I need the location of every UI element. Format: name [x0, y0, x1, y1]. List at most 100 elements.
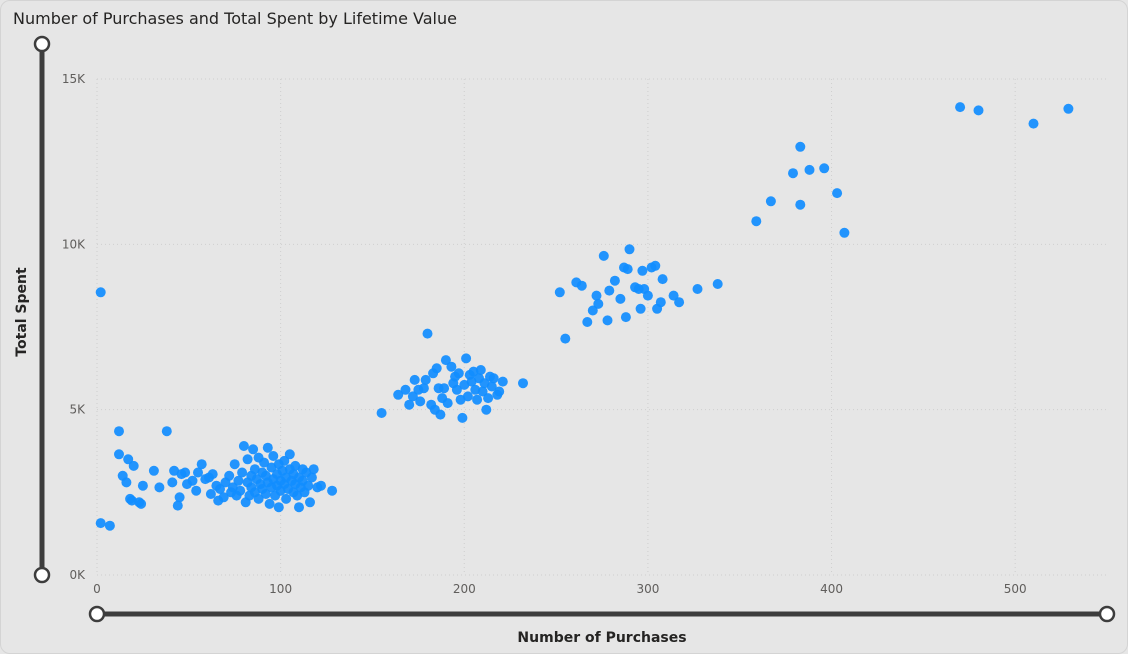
data-point[interactable] — [973, 105, 984, 116]
data-point[interactable] — [819, 163, 830, 174]
data-point[interactable] — [218, 492, 229, 503]
data-point[interactable] — [215, 484, 225, 494]
data-point[interactable] — [224, 470, 235, 481]
data-point[interactable] — [167, 477, 178, 488]
data-point[interactable] — [136, 498, 147, 509]
y-zoom-slider-bottom-handle[interactable] — [33, 566, 51, 584]
data-point[interactable] — [598, 250, 609, 261]
data-point[interactable] — [229, 459, 240, 470]
data-point[interactable] — [161, 426, 172, 437]
data-point[interactable] — [207, 469, 218, 480]
data-point[interactable] — [462, 391, 473, 402]
data-point[interactable] — [420, 374, 431, 385]
data-point[interactable] — [281, 493, 292, 504]
data-point[interactable] — [472, 394, 483, 405]
data-point[interactable] — [260, 489, 271, 499]
data-point[interactable] — [635, 303, 646, 314]
data-point[interactable] — [483, 393, 494, 404]
data-point[interactable] — [554, 287, 565, 298]
data-point[interactable] — [692, 284, 703, 294]
data-point[interactable] — [193, 467, 203, 478]
data-point[interactable] — [268, 451, 279, 461]
data-point[interactable] — [457, 412, 468, 423]
data-point[interactable] — [518, 378, 528, 389]
data-point[interactable] — [620, 312, 631, 323]
data-point[interactable] — [712, 279, 723, 289]
data-point[interactable] — [475, 365, 486, 375]
data-point[interactable] — [576, 280, 587, 291]
data-point[interactable] — [955, 102, 966, 113]
data-point[interactable] — [655, 297, 666, 308]
data-point[interactable] — [637, 265, 648, 276]
data-point[interactable] — [657, 274, 668, 285]
data-point[interactable] — [494, 386, 505, 397]
data-point[interactable] — [650, 260, 661, 271]
data-point[interactable] — [154, 482, 165, 493]
data-point[interactable] — [273, 502, 284, 513]
data-point[interactable] — [137, 480, 148, 491]
data-point[interactable] — [284, 449, 295, 460]
data-point[interactable] — [279, 455, 290, 466]
data-point[interactable] — [765, 196, 776, 207]
data-point[interactable] — [804, 164, 815, 175]
data-point[interactable] — [121, 477, 132, 488]
data-point[interactable] — [400, 384, 411, 395]
data-point[interactable] — [294, 502, 304, 513]
data-point[interactable] — [128, 460, 139, 471]
data-point[interactable] — [1063, 103, 1074, 114]
data-point[interactable] — [308, 464, 319, 475]
data-point[interactable] — [422, 328, 433, 339]
data-point[interactable] — [622, 264, 633, 275]
data-point[interactable] — [114, 449, 124, 460]
data-point[interactable] — [440, 355, 451, 366]
data-point[interactable] — [1028, 118, 1039, 129]
data-point[interactable] — [95, 287, 106, 298]
y-zoom-slider-top-handle[interactable] — [33, 35, 51, 53]
data-point[interactable] — [451, 384, 462, 395]
data-point[interactable] — [305, 497, 315, 508]
data-point[interactable] — [668, 290, 679, 301]
data-point[interactable] — [238, 441, 249, 451]
data-point[interactable] — [609, 275, 620, 286]
data-point[interactable] — [446, 361, 457, 372]
data-point[interactable] — [104, 520, 115, 531]
data-point[interactable] — [435, 409, 446, 420]
data-point[interactable] — [431, 363, 442, 374]
x-zoom-slider-right-handle[interactable] — [1098, 605, 1116, 623]
data-point[interactable] — [407, 391, 418, 402]
data-point[interactable] — [242, 454, 253, 465]
data-point[interactable] — [602, 315, 613, 326]
data-point[interactable] — [306, 472, 317, 483]
data-point[interactable] — [95, 518, 106, 529]
data-point[interactable] — [248, 444, 259, 455]
data-point[interactable] — [191, 485, 202, 496]
data-point[interactable] — [237, 467, 248, 478]
data-point[interactable] — [439, 383, 450, 394]
data-point[interactable] — [180, 467, 191, 478]
data-point[interactable] — [123, 454, 134, 465]
data-point[interactable] — [560, 333, 571, 344]
data-point[interactable] — [196, 459, 207, 470]
data-point[interactable] — [409, 374, 420, 385]
data-point[interactable] — [174, 492, 185, 503]
data-point[interactable] — [481, 404, 492, 415]
data-point[interactable] — [604, 285, 615, 296]
data-point[interactable] — [233, 475, 244, 486]
data-point[interactable] — [114, 426, 124, 437]
data-point[interactable] — [477, 386, 488, 397]
data-point[interactable] — [264, 498, 275, 509]
data-point[interactable] — [642, 290, 653, 301]
data-point[interactable] — [235, 485, 246, 496]
data-point[interactable] — [587, 305, 598, 316]
data-point[interactable] — [674, 297, 685, 308]
data-point[interactable] — [418, 383, 429, 394]
data-point[interactable] — [839, 227, 850, 238]
data-point[interactable] — [795, 141, 806, 152]
data-point[interactable] — [461, 353, 472, 364]
x-zoom-slider-left-handle[interactable] — [88, 605, 106, 623]
data-point[interactable] — [172, 500, 183, 511]
data-point[interactable] — [615, 293, 626, 304]
data-point[interactable] — [486, 381, 497, 392]
data-point[interactable] — [262, 442, 273, 453]
data-point[interactable] — [624, 244, 635, 255]
